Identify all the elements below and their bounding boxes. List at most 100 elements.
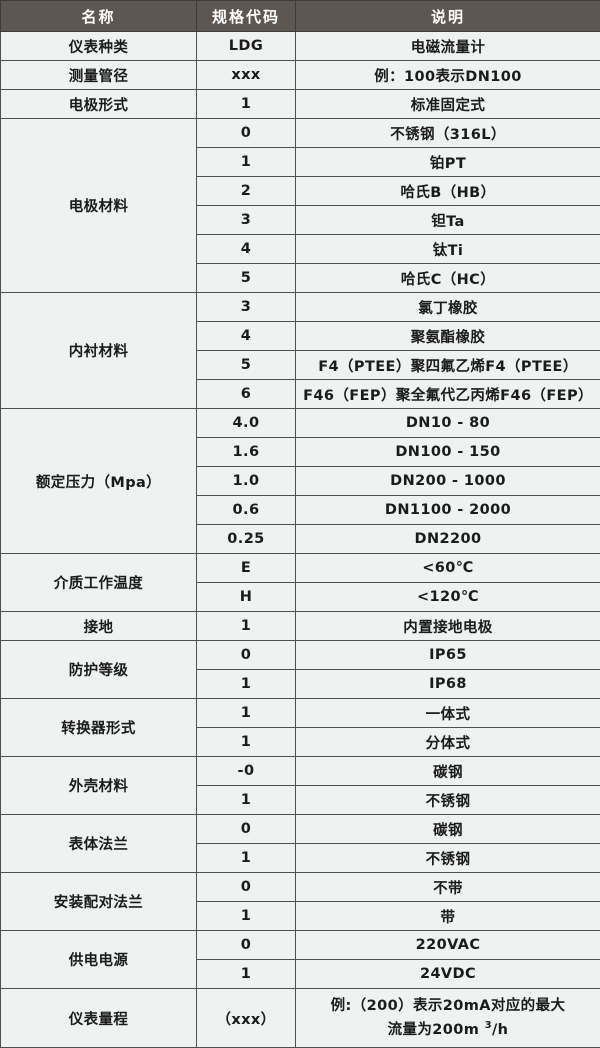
- row-code-cell: LDG: [197, 32, 296, 61]
- table-header: 名称 规格代码 说明: [1, 1, 600, 32]
- row-code-cell: 1: [197, 90, 296, 119]
- row-code-cell: xxx: [197, 61, 296, 90]
- row-desc-cell: 不锈钢: [296, 844, 600, 873]
- row-name-cell: 外壳材料: [1, 757, 197, 815]
- column-header-desc: 说明: [296, 1, 600, 32]
- row-desc-cell: 不带: [296, 873, 600, 902]
- row-desc-cell: 铂PT: [296, 148, 600, 177]
- row-code-cell: 5: [197, 264, 296, 293]
- row-desc-cell: 不锈钢（316L）: [296, 119, 600, 148]
- row-name-cell: 电极形式: [1, 90, 197, 119]
- row-code-cell: 3: [197, 206, 296, 235]
- row-code-cell: 0: [197, 873, 296, 902]
- row-desc-cell: 哈氏C（HC）: [296, 264, 600, 293]
- row-name-cell: 测量管径: [1, 61, 197, 90]
- row-code-cell: 1: [197, 148, 296, 177]
- row-code-cell: 1: [197, 728, 296, 757]
- row-code-cell: 1: [197, 844, 296, 873]
- row-desc-cell: DN10 - 80: [296, 409, 600, 438]
- row-code-cell: 0: [197, 119, 296, 148]
- row-code-cell: 6: [197, 380, 296, 409]
- row-code-cell: H: [197, 583, 296, 612]
- row-desc-cell: 一体式: [296, 699, 600, 728]
- row-desc-cell: IP68: [296, 670, 600, 699]
- row-desc-cell: F46（FEP）聚全氟代乙丙烯F46（FEP）: [296, 380, 600, 409]
- row-name-cell: 表体法兰: [1, 815, 197, 873]
- row-name-cell: 介质工作温度: [1, 554, 197, 612]
- row-desc-cell: DN100 - 150: [296, 438, 600, 467]
- row-desc-cell: 带: [296, 902, 600, 931]
- row-code-cell: 4: [197, 235, 296, 264]
- row-desc-line-2: 流量为200m 3/h: [298, 1018, 598, 1041]
- row-code-cell: 0: [197, 641, 296, 670]
- row-desc-cell: 哈氏B（HB）: [296, 177, 600, 206]
- row-desc-line-2-text: 流量为200m: [388, 1021, 485, 1037]
- row-desc-cell: 220VAC: [296, 931, 600, 960]
- row-code-cell: -0: [197, 757, 296, 786]
- row-desc-line-2-unit: /h: [492, 1021, 508, 1037]
- row-desc-cell: 氯丁橡胶: [296, 293, 600, 322]
- row-desc-cell: 内置接地电极: [296, 612, 600, 641]
- row-code-cell: 2: [197, 177, 296, 206]
- row-desc-cell: F4（PTEE）聚四氟乙烯F4（PTEE）: [296, 351, 600, 380]
- row-desc-superscript: 3: [485, 1020, 492, 1031]
- row-code-cell: 0: [197, 815, 296, 844]
- row-desc-cell: IP65: [296, 641, 600, 670]
- table-header-row: 名称 规格代码 说明: [1, 1, 600, 32]
- row-desc-cell: 钛Ti: [296, 235, 600, 264]
- row-name-cell: 仪表量程: [1, 989, 197, 1048]
- row-code-cell: 1: [197, 786, 296, 815]
- table-row: 仪表量程（xxx）例:（200）表示20mA对应的最大流量为200m 3/h: [1, 989, 600, 1048]
- row-code-cell: 0.25: [197, 525, 296, 554]
- row-name-cell: 供电电源: [1, 931, 197, 989]
- row-code-cell: 1: [197, 670, 296, 699]
- row-desc-cell: 不锈钢: [296, 786, 600, 815]
- row-desc-cell: 碳钢: [296, 757, 600, 786]
- row-desc-cell: 电磁流量计: [296, 32, 600, 61]
- row-code-cell: 0.6: [197, 496, 296, 525]
- row-desc-cell: 分体式: [296, 728, 600, 757]
- row-name-cell: 内衬材料: [1, 293, 197, 409]
- row-desc-cell: 聚氨酯橡胶: [296, 322, 600, 351]
- row-name-cell: 电极材料: [1, 119, 197, 293]
- row-code-cell: 3: [197, 293, 296, 322]
- row-desc-cell: DN2200: [296, 525, 600, 554]
- row-name-cell: 转换器形式: [1, 699, 197, 757]
- row-code-cell: 1: [197, 902, 296, 931]
- row-desc-cell: 标准固定式: [296, 90, 600, 119]
- row-desc-cell: 例:（200）表示20mA对应的最大流量为200m 3/h: [296, 989, 600, 1048]
- row-name-cell: 仪表种类: [1, 32, 197, 61]
- row-code-cell: 1: [197, 612, 296, 641]
- row-name-cell: 防护等级: [1, 641, 197, 699]
- row-code-cell: 1: [197, 699, 296, 728]
- row-desc-cell: DN1100 - 2000: [296, 496, 600, 525]
- row-desc-cell: 碳钢: [296, 815, 600, 844]
- row-code-cell: 4: [197, 322, 296, 351]
- row-desc-cell: 钽Ta: [296, 206, 600, 235]
- row-code-cell: 0: [197, 931, 296, 960]
- row-code-cell: 5: [197, 351, 296, 380]
- column-header-code: 规格代码: [197, 1, 296, 32]
- row-desc-cell: DN200 - 1000: [296, 467, 600, 496]
- row-desc-cell: 例：100表示DN100: [296, 61, 600, 90]
- row-code-cell: 1: [197, 960, 296, 989]
- row-code-cell: E: [197, 554, 296, 583]
- row-name-cell: 接地: [1, 612, 197, 641]
- row-name-cell: 安装配对法兰: [1, 873, 197, 931]
- row-code-cell: 4.0: [197, 409, 296, 438]
- row-name-cell: 额定压力（Mpa）: [1, 409, 197, 554]
- row-desc-cell: <120℃: [296, 583, 600, 612]
